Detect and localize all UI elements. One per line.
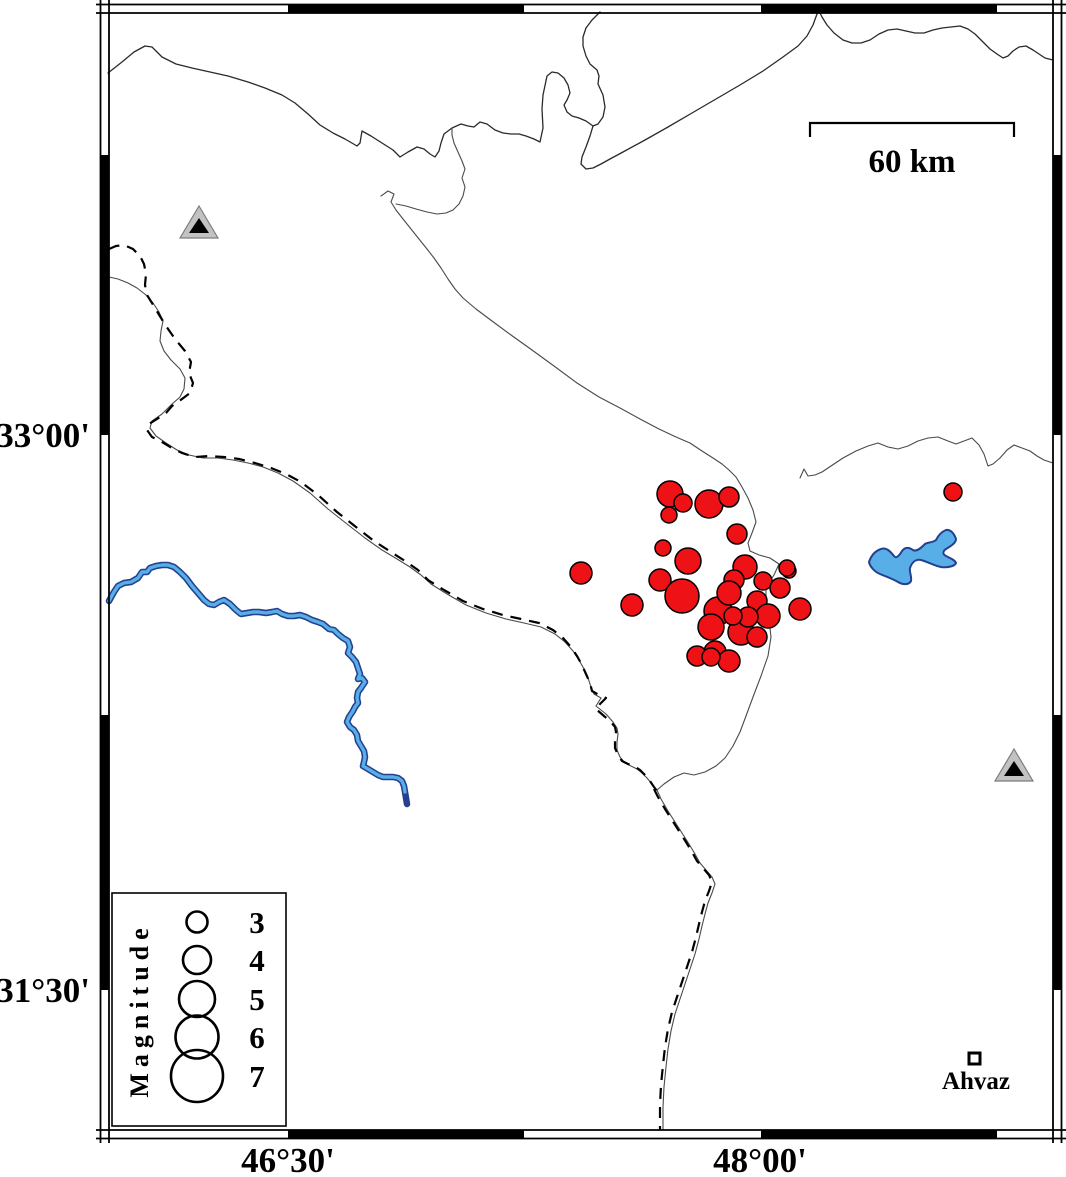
scale-bar-label: 60 km xyxy=(868,144,955,180)
frame-seg-right-1 xyxy=(1053,155,1062,435)
border-northeast-diagonal xyxy=(580,10,820,170)
epicenter xyxy=(697,613,725,641)
epicenter xyxy=(769,577,791,599)
dashed-border-west xyxy=(108,243,658,792)
magnitude-legend: Magnitude 3 4 5 6 7 xyxy=(111,892,287,1127)
border-northwest xyxy=(107,45,594,158)
frame-seg-bottom-2 xyxy=(761,1130,997,1139)
epicenter xyxy=(746,626,768,648)
epicenter xyxy=(620,593,644,617)
epicenter xyxy=(664,578,700,614)
epicenter xyxy=(723,606,743,626)
lon-label-46-30: 46°30' xyxy=(241,1141,335,1177)
border-to-top-edge xyxy=(582,11,606,127)
city-label: Ahvaz xyxy=(942,1068,1010,1095)
legend-value-4: 4 xyxy=(249,943,265,978)
legend-circle-7 xyxy=(169,1048,225,1104)
scale-bar: 60 km xyxy=(808,121,1016,180)
river-along-border xyxy=(108,276,657,791)
city-square-icon xyxy=(967,1051,982,1066)
epicenter xyxy=(755,603,781,629)
legend-circle-3 xyxy=(185,910,209,934)
border-main-southeast xyxy=(380,190,780,1131)
legend-value-3: 3 xyxy=(249,905,265,940)
legend-title: Magnitude xyxy=(125,922,154,1097)
epicenter xyxy=(726,523,748,545)
dashed-border-south xyxy=(653,788,714,1130)
axis-annotations: 33°00' 31°30' 46°30' 48°00' xyxy=(0,416,807,1177)
epicenter xyxy=(717,649,741,673)
station-triangle-inner xyxy=(189,218,209,233)
epicenter xyxy=(660,506,678,524)
lat-label-33: 33°00' xyxy=(0,416,90,455)
epicenter xyxy=(778,559,796,577)
epicenter xyxy=(673,493,693,513)
frame-seg-left-2 xyxy=(100,715,109,990)
legend-value-6: 6 xyxy=(249,1020,265,1055)
epicenter-layer xyxy=(569,480,963,673)
epicenter xyxy=(788,597,812,621)
legend-value-7: 7 xyxy=(249,1059,265,1094)
legend-circle-5 xyxy=(177,979,217,1019)
station-triangle xyxy=(993,747,1035,782)
frame-seg-top-1 xyxy=(288,4,524,13)
legend-value-5: 5 xyxy=(249,982,265,1017)
border-top-right xyxy=(818,10,1054,61)
epicenter xyxy=(718,486,740,508)
border-east-west xyxy=(799,436,1054,479)
frame-seg-right-2 xyxy=(1053,715,1062,990)
legend-circle-6 xyxy=(174,1014,220,1060)
frame-seg-left-1 xyxy=(100,155,109,435)
river xyxy=(107,563,407,794)
epicenter xyxy=(654,539,672,557)
dashed-boundary xyxy=(108,243,714,1130)
hydrography xyxy=(105,528,957,808)
frame-seg-top-2 xyxy=(761,4,997,13)
station-triangle xyxy=(178,204,220,239)
epicenter xyxy=(648,568,672,592)
legend-circle-4 xyxy=(181,944,213,976)
station-triangle-inner xyxy=(1004,761,1024,776)
border-spur xyxy=(395,127,466,215)
stations xyxy=(178,204,1035,782)
epicenter xyxy=(569,561,593,585)
border-lines xyxy=(107,10,1054,1131)
scale-bar-bracket xyxy=(808,121,1016,137)
lat-label-31-30: 31°30' xyxy=(0,971,90,1010)
epicenter xyxy=(674,547,702,575)
lake xyxy=(868,528,957,586)
map-frame xyxy=(96,0,1066,1143)
lon-label-48-00: 48°00' xyxy=(713,1141,807,1177)
epicenter xyxy=(701,647,721,667)
city-marker: Ahvaz xyxy=(942,1051,1010,1095)
frame-seg-bottom-1 xyxy=(288,1130,524,1139)
epicenter xyxy=(943,482,963,502)
epicenter xyxy=(716,580,742,606)
